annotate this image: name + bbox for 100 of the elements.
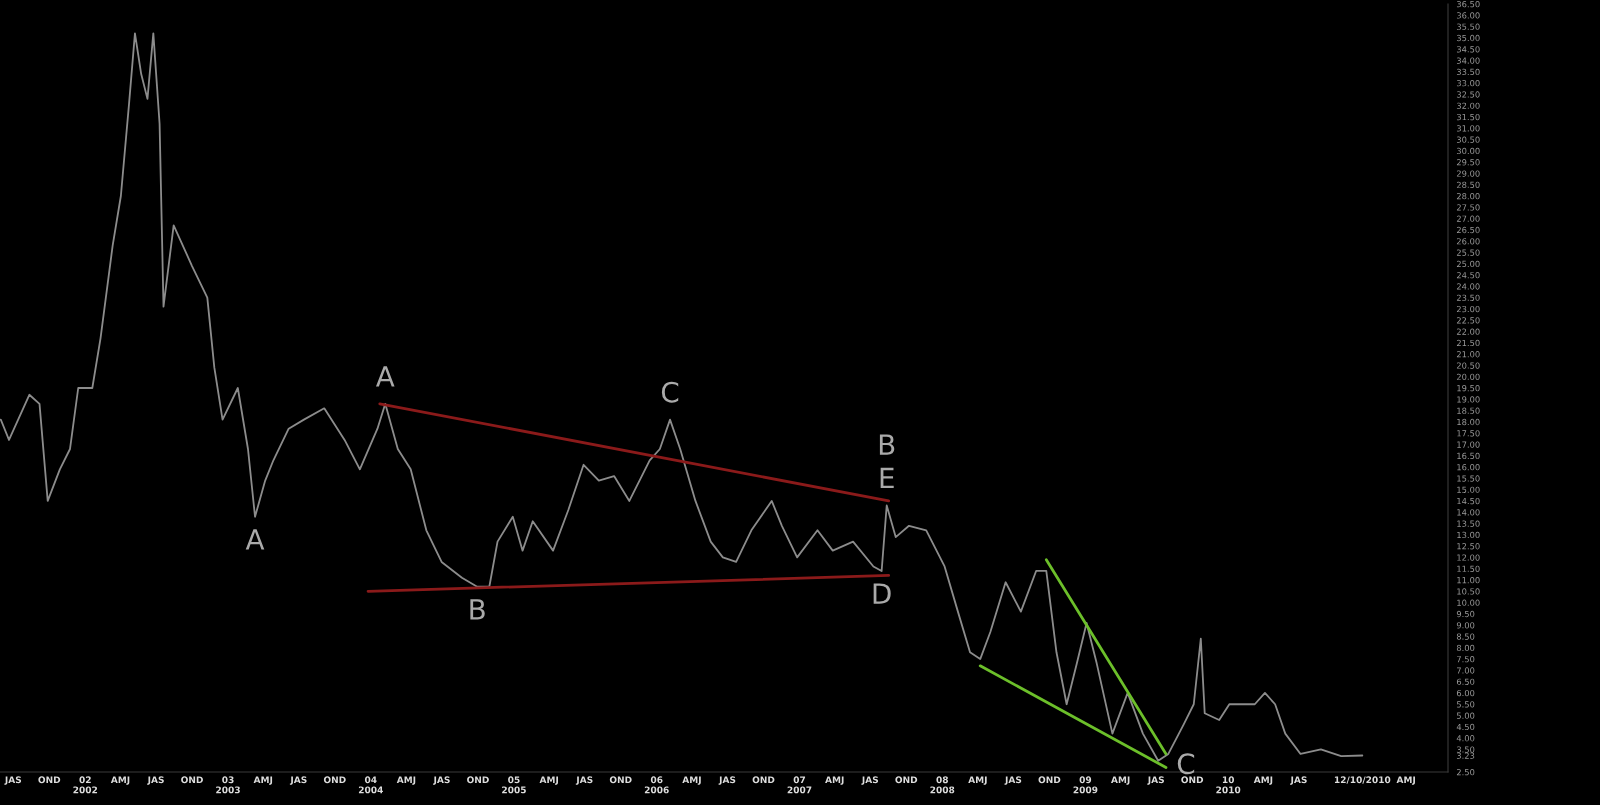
x-tick-label: OND — [1181, 776, 1204, 784]
y-tick-label: 21.50 — [1456, 339, 1480, 347]
y-tick-label: 16.50 — [1457, 452, 1480, 460]
annotation: A — [375, 366, 395, 387]
x-tick-label: JAS — [433, 776, 450, 785]
x-tick-label: AMJ — [968, 776, 987, 785]
annotation: A — [245, 529, 265, 550]
y-tick-label: 8.50 — [1456, 633, 1475, 640]
y-tick-label: 29.00 — [1456, 170, 1480, 177]
x-tick-label: OND — [323, 776, 346, 784]
x-tick-label: AMJ — [253, 776, 273, 785]
y-tick-label: 26.50 — [1456, 226, 1480, 234]
y-tick-label: 3.23 — [1456, 752, 1475, 759]
x-tick-label: 07 2007 — [787, 776, 812, 794]
x-tick-label: OND — [467, 776, 489, 784]
y-tick-label: 28.50 — [1456, 181, 1480, 188]
x-tick-label: AMJ — [682, 776, 701, 785]
x-tick-label: OND — [752, 776, 775, 784]
x-tick-label: OND — [181, 776, 203, 784]
y-tick-label: 2.50 — [1456, 768, 1475, 776]
y-tick-label: 20.50 — [1456, 362, 1480, 369]
y-tick-label: 15.50 — [1457, 475, 1480, 482]
y-tick-label: 7.50 — [1457, 656, 1475, 663]
x-tick-label: JAS — [1004, 776, 1022, 785]
y-tick-label: 10.00 — [1457, 599, 1480, 606]
y-tick-label: 17.00 — [1457, 441, 1480, 448]
y-tick-label: 36.50 — [1456, 0, 1480, 8]
x-tick-label: JAS — [4, 776, 22, 785]
annotation: E — [880, 467, 894, 489]
y-tick-label: 27.50 — [1456, 204, 1480, 211]
x-tick-label: 04 2004 — [358, 776, 383, 794]
x-tick-label: JAS — [1290, 776, 1307, 785]
y-tick-label: 25.50 — [1456, 249, 1480, 256]
y-tick-label: 26.00 — [1456, 238, 1480, 245]
x-tick-label: JAS — [147, 776, 164, 785]
x-tick-label: JAS — [1147, 776, 1164, 785]
x-tick-label: OND — [1038, 776, 1061, 784]
x-tick-label: JAS — [289, 776, 307, 785]
y-tick-label: 4.50 — [1456, 723, 1475, 731]
y-tick-label: 10.50 — [1457, 588, 1480, 595]
y-tick-label: 13.50 — [1457, 520, 1480, 527]
y-tick-label: 19.50 — [1457, 384, 1480, 392]
y-tick-label: 33.50 — [1456, 68, 1480, 76]
y-tick-label: 9.50 — [1456, 610, 1475, 618]
y-tick-label: 14.00 — [1457, 509, 1480, 516]
y-tick-label: 11.50 — [1457, 565, 1480, 572]
y-tick-label: 8.00 — [1456, 644, 1475, 652]
x-tick-label: 02 2002 — [73, 776, 98, 794]
x-tick-label: 03 2003 — [216, 776, 240, 794]
y-tick-label: 5.00 — [1456, 712, 1475, 719]
y-tick-label: 19.00 — [1457, 396, 1480, 403]
y-tick-label: 35.50 — [1456, 23, 1480, 30]
y-tick-label: 12.50 — [1457, 543, 1480, 550]
x-tick-label: OND — [38, 776, 61, 784]
y-tick-label: 14.50 — [1457, 497, 1480, 505]
y-tick-label: 35.00 — [1456, 34, 1480, 42]
annotation: C — [1177, 753, 1195, 775]
x-tick-label: AMJ — [110, 776, 130, 785]
y-tick-label: 24.00 — [1456, 283, 1480, 290]
y-tick-label: 7.00 — [1457, 667, 1475, 674]
y-tick-label: 22.50 — [1456, 317, 1480, 324]
y-tick-label: 6.50 — [1456, 678, 1475, 685]
y-tick-label: 30.50 — [1456, 136, 1480, 143]
x-tick-label: 06 2006 — [644, 776, 669, 794]
x-tick-label: AMJ — [1110, 776, 1130, 785]
y-tick-label: 13.00 — [1457, 531, 1480, 539]
x-tick-label: AMJ — [1396, 776, 1415, 785]
y-tick-label: 3.50 — [1456, 746, 1475, 753]
y-tick-label: 24.50 — [1456, 272, 1480, 279]
annotation: C — [661, 381, 679, 403]
y-tick-label: 4.00 — [1456, 735, 1475, 742]
y-tick-label: 23.50 — [1456, 294, 1480, 301]
y-tick-label: 9.00 — [1456, 622, 1475, 629]
x-tick-label: AMJ — [1253, 776, 1273, 785]
y-tick-label: 18.00 — [1457, 418, 1480, 426]
x-tick-label: 10 2010 — [1216, 776, 1241, 794]
y-tick-label: 18.50 — [1457, 407, 1480, 414]
y-tick-label: 12.00 — [1457, 554, 1480, 561]
annotation: B — [470, 599, 485, 620]
x-tick-label: JAS — [718, 776, 736, 785]
y-tick-label: 34.50 — [1456, 46, 1480, 53]
x-tick-label: 12/10/2010 — [1334, 776, 1391, 784]
y-tick-label: 30.00 — [1456, 147, 1480, 155]
x-tick-label: AMJ — [539, 776, 558, 785]
x-tick-label: AMJ — [825, 776, 844, 785]
x-tick-label: JAS — [861, 776, 879, 785]
y-tick-label: 36.00 — [1456, 12, 1480, 19]
y-tick-label: 25.00 — [1456, 260, 1480, 268]
annotation: D — [873, 583, 891, 604]
y-tick-label: 17.50 — [1457, 430, 1480, 437]
x-tick-label: OND — [609, 776, 632, 784]
x-tick-label: JAS — [575, 776, 593, 785]
y-tick-label: 16.00 — [1457, 464, 1480, 471]
y-tick-label: 32.50 — [1456, 91, 1480, 98]
y-tick-label: 33.00 — [1456, 80, 1480, 87]
y-tick-label: 31.50 — [1456, 113, 1480, 121]
y-tick-label: 6.00 — [1456, 689, 1475, 697]
y-tick-label: 28.00 — [1456, 192, 1480, 200]
y-tick-label: 20.00 — [1456, 373, 1480, 380]
y-tick-label: 15.00 — [1457, 486, 1480, 493]
